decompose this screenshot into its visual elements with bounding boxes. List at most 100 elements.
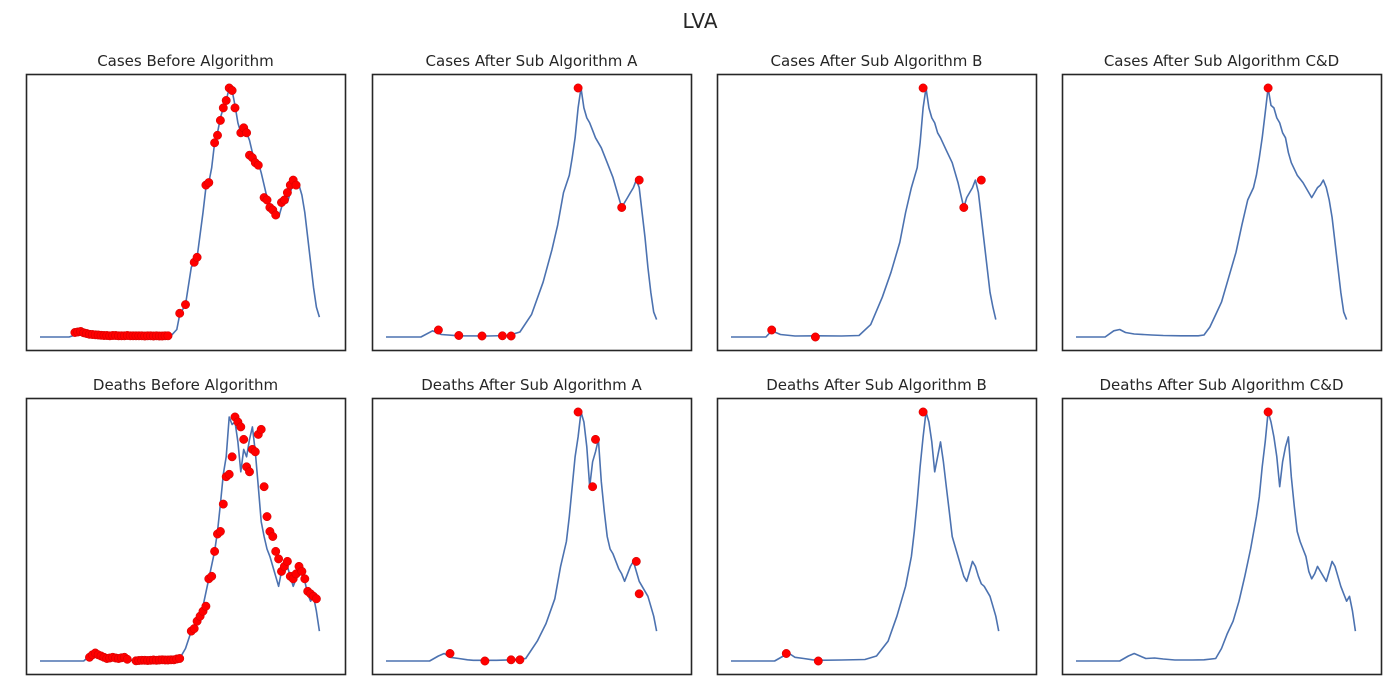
marker-point-0	[781, 649, 791, 658]
marker-point-3	[959, 203, 969, 212]
subplot-1	[371, 73, 693, 352]
subplot-2	[716, 73, 1038, 352]
axes-frame	[371, 73, 693, 352]
axes-frame	[25, 73, 347, 352]
subplot-title-5: Deaths After Sub Algorithm A	[421, 376, 642, 394]
marker-point-2	[477, 331, 487, 341]
axes-frame	[371, 397, 693, 676]
subplot-4	[25, 397, 347, 676]
axes-frame	[1061, 73, 1383, 352]
marker-point-39	[210, 138, 220, 148]
marker-point-50	[245, 467, 254, 477]
marker-point-7	[634, 175, 644, 185]
marker-point-59	[271, 546, 281, 556]
marker-point-48	[239, 434, 249, 444]
series-line-0	[1076, 87, 1348, 338]
marker-point-0	[1263, 83, 1273, 93]
marker-point-2	[918, 407, 928, 417]
marker-point-1	[810, 332, 820, 342]
marker-point-53	[253, 160, 263, 170]
marker-point-3	[515, 655, 525, 665]
marker-point-4	[573, 407, 583, 417]
marker-point-31	[189, 624, 199, 634]
marker-point-0	[445, 649, 455, 658]
subplot-0	[25, 73, 347, 352]
axes-frame	[1061, 397, 1383, 676]
axes-frame	[716, 397, 1038, 676]
marker-point-5	[573, 83, 583, 93]
subplot-title-1: Cases After Sub Algorithm A	[425, 52, 638, 70]
marker-point-38	[210, 546, 220, 556]
marker-point-55	[259, 482, 269, 492]
series-line-0	[731, 411, 1000, 662]
marker-point-3	[497, 331, 507, 341]
marker-point-7	[631, 556, 641, 566]
marker-point-0	[433, 325, 443, 335]
marker-point-44	[227, 452, 237, 462]
marker-point-36	[192, 252, 202, 262]
marker-point-33	[175, 308, 185, 318]
marker-point-5	[588, 482, 598, 492]
marker-point-60	[274, 554, 284, 564]
series-line-0	[1076, 411, 1357, 662]
marker-point-58	[268, 532, 278, 541]
subplot-title-0: Cases Before Algorithm	[97, 52, 274, 70]
marker-point-43	[221, 96, 231, 105]
marker-point-2	[506, 655, 516, 665]
figure-title: LVA	[682, 9, 718, 33]
marker-point-45	[227, 86, 237, 95]
marker-point-4	[976, 175, 986, 185]
marker-point-49	[242, 128, 252, 138]
marker-point-56	[262, 512, 272, 522]
subplot-6	[716, 397, 1038, 676]
marker-point-38	[204, 178, 214, 188]
marker-point-4	[506, 331, 516, 341]
marker-point-73	[311, 594, 321, 604]
subplot-5	[371, 397, 693, 676]
marker-point-8	[634, 589, 644, 599]
marker-point-0	[767, 325, 777, 335]
marker-point-2	[918, 83, 928, 93]
marker-point-35	[201, 601, 211, 611]
marker-point-32	[163, 331, 173, 341]
marker-point-41	[215, 115, 225, 125]
subplot-title-3: Cases After Sub Algorithm C&D	[1103, 52, 1340, 70]
axes-frame	[25, 397, 347, 676]
marker-point-40	[215, 527, 225, 536]
marker-point-1	[454, 331, 464, 340]
marker-point-46	[230, 103, 240, 113]
marker-point-52	[250, 447, 260, 457]
subplot-title-6: Deaths After Sub Algorithm B	[766, 376, 987, 394]
marker-point-55	[262, 195, 272, 205]
marker-point-69	[300, 574, 310, 584]
marker-point-1	[480, 656, 490, 666]
marker-point-41	[218, 499, 228, 509]
series-line-0	[731, 87, 997, 338]
marker-point-1	[813, 656, 823, 666]
marker-point-13	[122, 654, 132, 664]
marker-point-6	[617, 203, 627, 212]
marker-point-34	[181, 300, 190, 310]
marker-point-29	[175, 654, 185, 663]
marker-point-58	[271, 210, 281, 220]
marker-point-37	[207, 571, 217, 581]
subplot-title-7: Deaths After Sub Algorithm C&D	[1099, 376, 1344, 394]
marker-point-40	[213, 130, 222, 140]
marker-point-60	[279, 195, 289, 205]
subplot-title-2: Cases After Sub Algorithm B	[770, 52, 983, 70]
subplot-3	[1061, 73, 1383, 352]
subplot-title-4: Deaths Before Algorithm	[92, 376, 279, 394]
subplot-7	[1061, 397, 1383, 676]
marker-point-42	[218, 103, 228, 113]
marker-point-61	[282, 188, 292, 198]
marker-point-68	[297, 566, 307, 576]
axes-frame	[716, 73, 1038, 352]
marker-point-47	[236, 422, 246, 432]
marker-point-63	[282, 556, 292, 566]
marker-point-6	[591, 434, 600, 444]
marker-point-54	[256, 424, 266, 434]
marker-point-64	[291, 180, 301, 190]
marker-point-43	[224, 469, 234, 479]
